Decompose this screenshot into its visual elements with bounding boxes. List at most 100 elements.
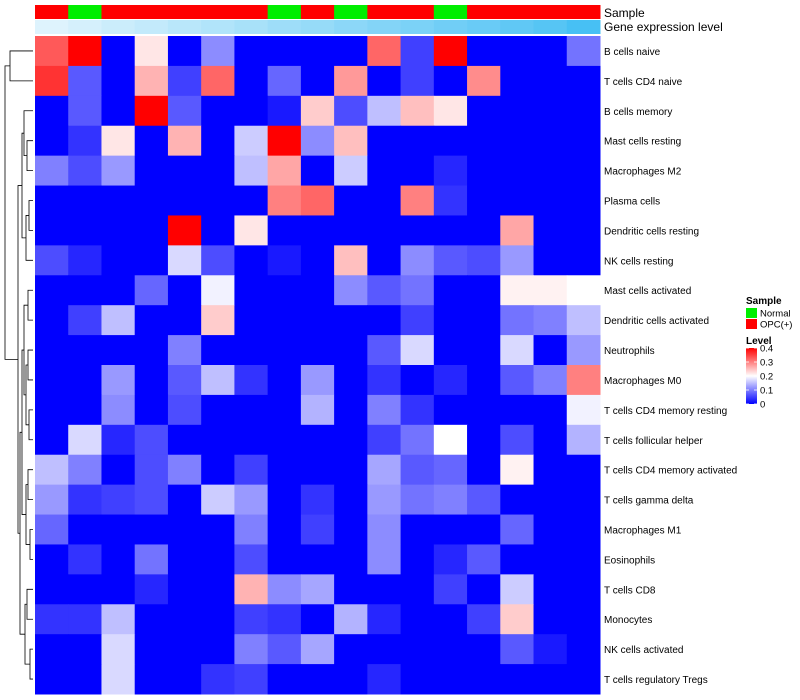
heatmap-cell [334,155,368,187]
heatmap-cell [234,125,269,157]
heatmap-cell [300,365,335,396]
heatmap-cell [533,454,568,486]
heatmap-cell [400,484,435,516]
sample-annotation-cell [35,5,69,19]
heatmap-cell [234,185,269,216]
heatmap-cell [234,335,269,366]
heatmap-cell [400,454,435,486]
heatmap-cell [267,365,302,396]
heatmap-cell [234,215,269,246]
heatmap-cell [467,514,501,545]
heatmap-cell [68,155,102,187]
heatmap-cell [167,95,202,127]
heatmap-cell [433,634,468,665]
heatmap-cell [68,125,102,157]
heatmap-cell [300,335,335,366]
heatmap-cell [566,365,601,396]
sample-annotation-cell [433,5,468,19]
heatmap-cell [35,424,69,456]
heatmap-cell [300,454,335,486]
sample-annotation-cell [334,5,368,19]
heatmap-cell [201,125,235,157]
heatmap-cell [566,514,601,545]
expression-annotation-cell [500,20,535,34]
heatmap-cell [101,454,136,486]
heatmap-cell [35,454,69,486]
heatmap-cell [267,335,302,366]
heatmap-cell [167,514,202,545]
legend-opc-swatch [746,319,757,329]
dendrogram-branch [23,110,33,157]
heatmap-cell [433,394,468,426]
heatmap-cell [367,335,402,366]
sample-annotation-label: Sample [604,6,645,20]
heatmap-cell [367,634,402,665]
heatmap-cell [201,424,235,456]
heatmap-cell [201,275,235,306]
heatmap-cell [167,305,202,336]
heatmap-cell [334,514,368,545]
sample-annotation-cell [201,5,235,19]
sample-annotation-cell [566,5,601,19]
expression-annotation-cell [234,20,269,34]
dendrogram-branch [19,431,25,635]
heatmap-cell [101,65,136,97]
heatmap-cell [533,215,568,246]
expression-annotation-cell [167,20,202,34]
expression-annotation-cell [35,20,69,34]
heatmap-cell [134,155,169,187]
row-label: B cells memory [604,107,672,118]
heatmap-cell [35,574,69,605]
heatmap-cell [167,185,202,216]
heatmap-cell [334,36,368,67]
heatmap-cell [134,394,169,426]
heatmap-cell [566,245,601,276]
heatmap-cell [300,484,335,516]
heatmap-cell [566,454,601,486]
expression-annotation-cell [533,20,568,34]
dendrogram-branch [29,529,33,560]
heatmap-cell [400,394,435,426]
row-label: Mast cells resting [604,137,681,148]
heatmap-cell [234,604,269,635]
heatmap-cell [201,185,235,216]
heatmap-cell [533,65,568,97]
expression-annotation-bar [35,20,601,34]
heatmap-cell [134,574,169,605]
heatmap-cell [68,574,102,605]
heatmap-cell [533,95,568,127]
heatmap-cell [101,245,136,276]
heatmap-cell [500,454,535,486]
heatmap-cell [35,634,69,665]
heatmap-cell [267,215,302,246]
heatmap-cell [566,634,601,665]
heatmap-cell [234,484,269,516]
heatmap-cell [68,424,102,456]
row-label: T cells regulatory Tregs [604,675,708,686]
heatmap-cell [400,424,435,456]
heatmap-cell [334,664,368,695]
heatmap-cell [234,155,269,187]
heatmap-cell [566,604,601,635]
heatmap-cell [533,664,568,695]
heatmap-cell [400,245,435,276]
heatmap-cell [500,185,535,216]
heatmap-cell [566,664,601,695]
heatmap-cell [68,394,102,426]
heatmap-cell [134,36,169,67]
heatmap-cell [500,125,535,157]
heatmap-cell [167,65,202,97]
heatmap-cell [68,275,102,306]
heatmap-cell [267,514,302,545]
heatmap-cell [35,65,69,97]
heatmap-cell [500,604,535,635]
heatmap-cell [300,394,335,426]
heatmap-cell [566,185,601,216]
heatmap-cell [433,185,468,216]
heatmap-cell [433,65,468,97]
heatmap-cell [101,155,136,187]
sample-annotation-bar [35,5,601,19]
heatmap-cell [467,484,501,516]
heatmap-cell [400,185,435,216]
dendrogram-branch [9,50,33,82]
